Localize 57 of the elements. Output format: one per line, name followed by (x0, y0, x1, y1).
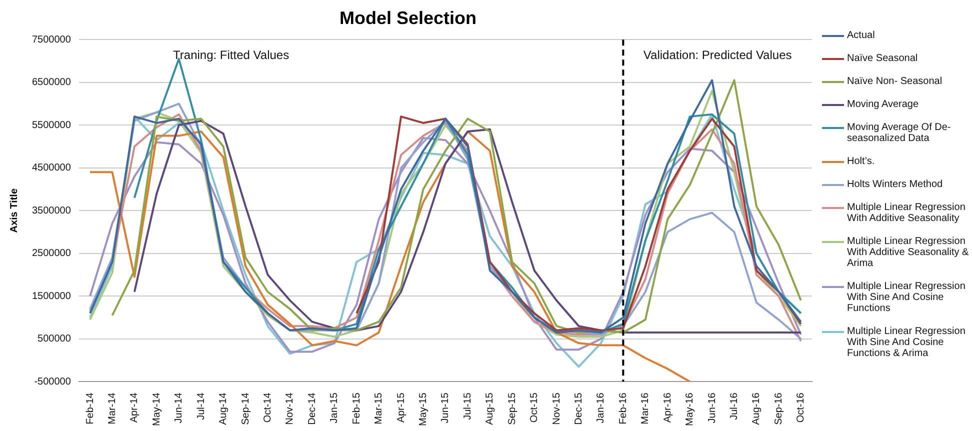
x-tick-label: Mar-15 (374, 392, 385, 424)
y-tick-label: 2500000 (32, 248, 72, 260)
x-tick-label: Nov-15 (551, 392, 562, 425)
legend-label: Holt’s. (847, 156, 875, 167)
chart-title: Model Selection (339, 8, 477, 28)
x-tick-label: Dec-14 (306, 392, 318, 425)
x-tick-label: Jul-14 (196, 392, 207, 420)
y-tick-label: 6500000 (32, 77, 72, 88)
legend-label: Moving Average Of De-seasonalized Data (847, 122, 952, 144)
legend-label: Actual (847, 30, 875, 41)
y-tick-label: 1500000 (32, 290, 72, 302)
x-tick-label: Mar-16 (640, 392, 652, 424)
y-tick-label: 3500000 (32, 205, 72, 216)
x-tick-label: Oct-15 (529, 392, 540, 423)
x-tick-label: Jan-16 (596, 392, 607, 424)
legend-label: Multiple Linear Regression With Additive Seasonality (847, 202, 966, 224)
legend-label: Multiple Linear Regression With Sine And Cosine Functions (847, 281, 966, 314)
x-tick-label: Apr-15 (396, 392, 407, 423)
x-tick-label: Feb-14 (84, 392, 96, 424)
legend-label: Multiple Linear Regression With Sine And Cosine Functions & Arima (847, 326, 966, 359)
x-tick-label: Sep-14 (240, 392, 252, 425)
x-tick-label: Apr-14 (129, 392, 140, 423)
x-tick-label: Feb-16 (618, 392, 629, 424)
x-tick-label: Jan-15 (329, 392, 340, 424)
annotation: Traning: Fitted Values (173, 48, 290, 62)
x-tick-label: Sep-15 (506, 392, 518, 425)
x-tick-label: May-16 (684, 392, 696, 426)
y-tick-label: 5500000 (32, 120, 72, 131)
y-tick-label: 500000 (38, 334, 72, 345)
legend-label: Multiple Linear Regression With Additive Seasonality & Arima (847, 236, 970, 269)
x-tick-label: May-15 (418, 392, 429, 426)
y-tick-label: 4500000 (32, 162, 72, 174)
x-tick-label: Jul-15 (462, 392, 474, 420)
legend-label: Naïve Seasonal (847, 53, 918, 64)
x-tick-label: Apr-16 (662, 392, 674, 423)
x-tick-label: Jun-16 (706, 392, 718, 424)
x-tick-label: Dec-15 (574, 392, 584, 425)
legend-label: Naïve Non- Seasonal (847, 76, 942, 87)
y-tick-label: 7500000 (32, 34, 72, 46)
x-tick-label: Aug-14 (218, 392, 230, 425)
x-tick-label: Jun-15 (440, 392, 452, 424)
annotation: Validation: Predicted Values (643, 48, 792, 62)
x-tick-label: Nov-14 (284, 392, 296, 425)
x-tick-label: May-14 (151, 392, 162, 426)
x-tick-label: Aug-15 (484, 392, 496, 425)
x-tick-label: Oct-16 (796, 392, 807, 423)
y-tick-label: -500000 (34, 376, 72, 388)
legend-label: Holts Winters Method (847, 179, 943, 190)
y-axis-title: Axis Title (8, 188, 20, 233)
x-tick-label: Oct-14 (262, 392, 274, 423)
x-tick-label: Mar-14 (107, 392, 118, 424)
x-tick-label: Aug-16 (751, 392, 762, 425)
x-tick-label: Sep-16 (773, 392, 784, 425)
legend-label: Moving Average (847, 99, 919, 110)
x-tick-label: Jul-16 (729, 392, 740, 420)
x-tick-label: Feb-15 (351, 392, 362, 424)
x-tick-label: Jun-14 (174, 392, 185, 424)
